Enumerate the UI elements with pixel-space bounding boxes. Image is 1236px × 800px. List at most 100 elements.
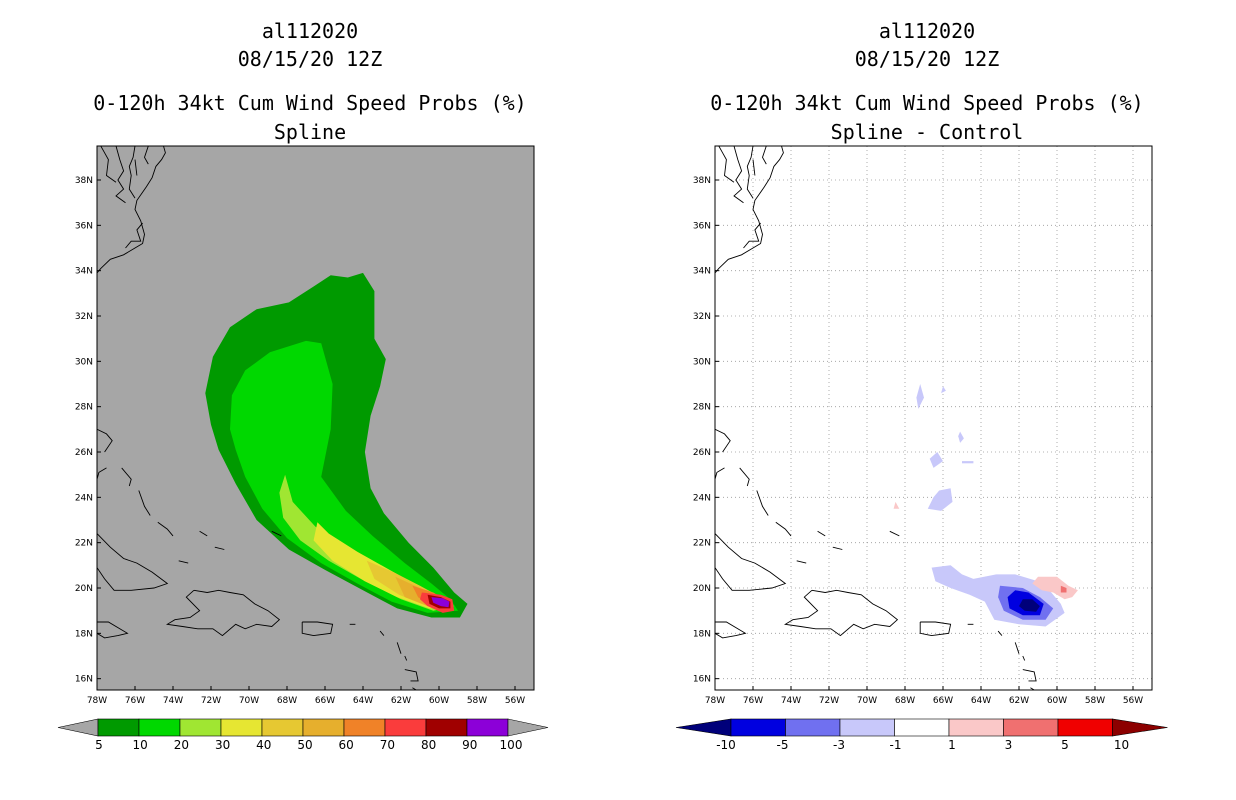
- x-tick-label: 66W: [315, 696, 335, 706]
- coastline: [997, 630, 1003, 636]
- x-tick-label: 62W: [1009, 696, 1029, 706]
- x-tick-label: 58W: [467, 696, 487, 706]
- x-tick-label: 76W: [125, 696, 145, 706]
- colorbar-swatch: [343, 718, 386, 737]
- x-tick-label: 78W: [87, 696, 107, 706]
- colorbar-swatch: [179, 718, 222, 737]
- coastline: [115, 146, 126, 204]
- coastline: [97, 533, 169, 591]
- right-contour-layer: [893, 384, 1078, 627]
- x-tick-label: 74W: [163, 696, 183, 706]
- coastline: [128, 146, 136, 199]
- y-tick-label: 26N: [75, 448, 93, 458]
- right-map-frame: [714, 145, 1153, 691]
- coastline: [125, 222, 143, 249]
- y-tick-label: 38N: [75, 176, 93, 186]
- y-tick-label: 34N: [693, 267, 711, 277]
- coastline: [746, 146, 754, 199]
- x-tick-label: 72W: [201, 696, 221, 706]
- left-datetime: 08/15/20 12Z: [238, 47, 383, 71]
- coastline: [97, 428, 113, 453]
- colorbar-label: 30: [215, 738, 230, 752]
- y-tick-label: 20N: [75, 584, 93, 594]
- x-tick-label: 60W: [429, 696, 449, 706]
- colorbar-label: 40: [256, 738, 271, 752]
- coastline: [144, 146, 149, 165]
- coastline: [121, 467, 132, 487]
- coastline: [271, 530, 282, 537]
- coastline: [157, 521, 174, 537]
- colorbar-label: 80: [421, 738, 436, 752]
- left-chart-subtitle: Spline: [274, 120, 346, 144]
- contour-level-7: [916, 384, 924, 409]
- y-tick-label: 22N: [75, 539, 93, 549]
- coastline: [715, 428, 731, 453]
- x-tick-label: 78W: [705, 696, 725, 706]
- coastline: [100, 146, 117, 183]
- contour-level-9: [941, 386, 946, 394]
- y-tick-label: 36N: [693, 221, 711, 231]
- y-tick-label: 24N: [75, 493, 93, 503]
- contour-level-9: [431, 597, 450, 608]
- x-tick-label: 64W: [353, 696, 373, 706]
- colorbar-swatch: [785, 718, 841, 737]
- colorbar-start-triangle: [57, 718, 99, 737]
- colorbar-end-triangle: [507, 718, 549, 737]
- coastline: [97, 146, 166, 274]
- coastline: [919, 621, 952, 637]
- y-tick-label: 32N: [693, 312, 711, 322]
- coastline: [1014, 642, 1020, 654]
- colorbar-swatch: [97, 718, 140, 737]
- colorbar-label: 5: [95, 738, 103, 752]
- y-tick-label: 28N: [75, 403, 93, 413]
- left-chart-title: 0-120h 34kt Cum Wind Speed Probs (%): [93, 91, 526, 115]
- coastline: [783, 589, 899, 637]
- colorbar-label: 60: [339, 738, 354, 752]
- colorbar-label: -1: [890, 738, 902, 752]
- left-panel: al112020 08/15/20 12Z 0-120h 34kt Cum Wi…: [57, 19, 549, 752]
- y-tick-label: 26N: [693, 448, 711, 458]
- x-tick-label: 60W: [1047, 696, 1067, 706]
- y-tick-label: 18N: [75, 629, 93, 639]
- y-tick-label: 30N: [75, 357, 93, 367]
- colorbar-label: 90: [462, 738, 477, 752]
- coastline: [138, 490, 151, 516]
- x-tick-label: 66W: [933, 696, 953, 706]
- colorbar-label: -5: [777, 738, 789, 752]
- colorbar-label: 10: [1114, 738, 1129, 752]
- colorbar-swatch: [1003, 718, 1059, 737]
- left-axis-ticks: 78W 76W 74W 72W 70W 68W 66W 64W 62W 60W 58W 56W 16N 1…: [75, 176, 525, 706]
- colorbar-swatch: [839, 718, 895, 737]
- colorbar-label: 1: [948, 738, 956, 752]
- x-tick-label: 62W: [391, 696, 411, 706]
- colorbar-label: 10: [133, 738, 148, 752]
- y-tick-label: 28N: [693, 403, 711, 413]
- y-tick-label: 20N: [693, 584, 711, 594]
- coastline: [743, 222, 761, 249]
- coastline: [1022, 669, 1037, 682]
- colorbar-swatch: [425, 718, 468, 737]
- colorbar-label: 100: [500, 738, 523, 752]
- colorbar-label: 70: [380, 738, 395, 752]
- x-tick-label: 68W: [277, 696, 297, 706]
- y-tick-label: 30N: [693, 357, 711, 367]
- y-tick-label: 34N: [75, 267, 93, 277]
- right-map-background: [715, 146, 1152, 690]
- colorbar-swatch: [948, 718, 1004, 737]
- coastline: [178, 560, 189, 564]
- right-datetime: 08/15/20 12Z: [855, 47, 1000, 71]
- coastline: [715, 533, 787, 591]
- coastline: [739, 467, 750, 487]
- coastline: [165, 589, 281, 637]
- x-tick-label: 58W: [1085, 696, 1105, 706]
- x-tick-label: 72W: [819, 696, 839, 706]
- coastline: [214, 546, 225, 550]
- right-colorbar: -10 -5 -3 -1 1 3 5 10: [675, 718, 1168, 752]
- coastline: [715, 467, 725, 480]
- coastline: [301, 621, 334, 637]
- y-tick-label: 24N: [693, 493, 711, 503]
- coastline: [97, 621, 129, 639]
- coastline: [404, 655, 408, 661]
- x-tick-label: 74W: [781, 696, 801, 706]
- y-tick-label: 16N: [693, 675, 711, 685]
